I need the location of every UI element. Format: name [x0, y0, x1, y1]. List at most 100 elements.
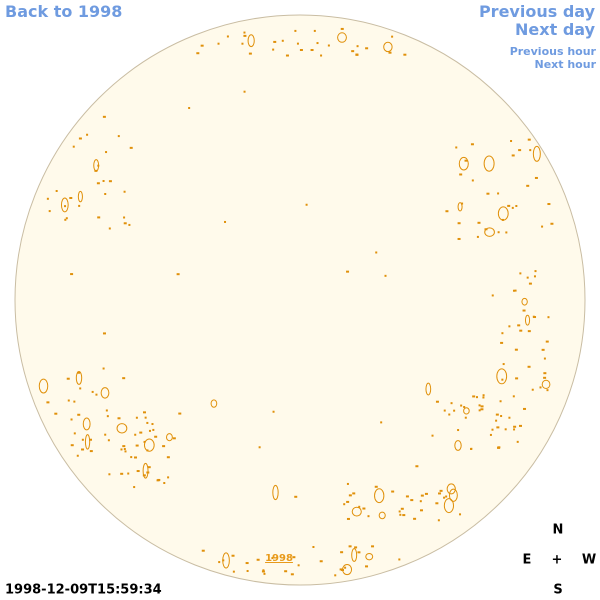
contour [497, 446, 501, 449]
contour [272, 48, 275, 51]
contour [117, 135, 120, 138]
contour [178, 412, 182, 415]
contour [146, 421, 149, 424]
contour [491, 294, 494, 297]
contour [459, 173, 463, 176]
contour [496, 368, 508, 385]
contour [445, 210, 449, 213]
contour [521, 297, 528, 306]
contour [501, 378, 504, 381]
contour [271, 557, 274, 560]
contour [38, 378, 49, 394]
contour [470, 143, 474, 146]
contour [340, 551, 344, 554]
contour [443, 496, 446, 499]
contour [508, 325, 511, 328]
contour [346, 517, 350, 520]
contour [357, 551, 361, 554]
contour [166, 456, 170, 459]
contour [232, 570, 235, 573]
next-day-link[interactable]: Next day [515, 20, 595, 39]
contour [348, 494, 352, 497]
contour [476, 235, 479, 238]
contour [497, 192, 500, 195]
contour [380, 421, 383, 424]
contour [541, 379, 551, 390]
contour [524, 314, 531, 326]
contour [123, 216, 126, 219]
contour [129, 146, 133, 149]
contour [55, 189, 58, 192]
contour [539, 386, 542, 389]
contour [424, 492, 428, 495]
contour [450, 402, 453, 405]
contour [46, 401, 50, 404]
contour [443, 498, 455, 514]
timestamp: 1998-12-09T15:59:34 [5, 583, 162, 598]
contour [495, 419, 498, 422]
contour [142, 462, 149, 479]
contour [527, 365, 531, 368]
contour [547, 203, 551, 206]
contour [127, 472, 130, 475]
contour [518, 424, 522, 427]
contour [497, 231, 500, 234]
previous-day-link[interactable]: Previous day [478, 2, 595, 21]
contours [38, 27, 554, 577]
contour [510, 140, 513, 143]
back-link[interactable]: Back to 1998 [5, 2, 123, 21]
contour [455, 146, 458, 149]
contour [477, 221, 481, 224]
contour [66, 377, 70, 380]
contour [218, 561, 221, 564]
contour [130, 456, 133, 459]
contour [346, 482, 349, 485]
contour [517, 324, 521, 327]
contour [351, 506, 362, 517]
contour [391, 35, 394, 38]
contour [123, 190, 126, 193]
contour [108, 473, 111, 476]
contour [292, 556, 296, 559]
contour [97, 216, 101, 219]
contour [117, 417, 121, 420]
contour [398, 510, 401, 513]
compass-east: E [523, 553, 532, 568]
contour [48, 210, 51, 213]
contour [102, 332, 106, 335]
contour [102, 179, 105, 182]
contour [527, 138, 531, 141]
next-hour-link[interactable]: Next hour [534, 58, 597, 71]
contour [108, 227, 111, 230]
compass-center: + [552, 553, 563, 568]
contour [378, 511, 386, 520]
contour [299, 49, 303, 52]
contour [201, 549, 205, 552]
contour [532, 145, 541, 162]
contour [82, 417, 91, 431]
contour [478, 404, 481, 407]
contour [482, 394, 485, 397]
contour [290, 573, 294, 576]
year-label[interactable]: 1998 [265, 553, 293, 564]
contour [531, 388, 534, 391]
contour [241, 42, 244, 45]
contour [247, 34, 255, 48]
contour [457, 202, 463, 212]
contour [403, 53, 407, 56]
contour [313, 29, 316, 32]
previous-hour-link[interactable]: Previous hour [509, 45, 596, 58]
contour [120, 448, 123, 451]
contour [294, 495, 298, 498]
contour [154, 435, 158, 438]
contour [448, 488, 458, 502]
contour [222, 559, 225, 562]
contour [502, 363, 505, 366]
contour [200, 44, 204, 47]
contour [337, 32, 347, 43]
contour [383, 41, 393, 53]
contour [273, 40, 277, 43]
contour [312, 546, 315, 549]
contour [217, 42, 220, 45]
contour [460, 404, 463, 407]
